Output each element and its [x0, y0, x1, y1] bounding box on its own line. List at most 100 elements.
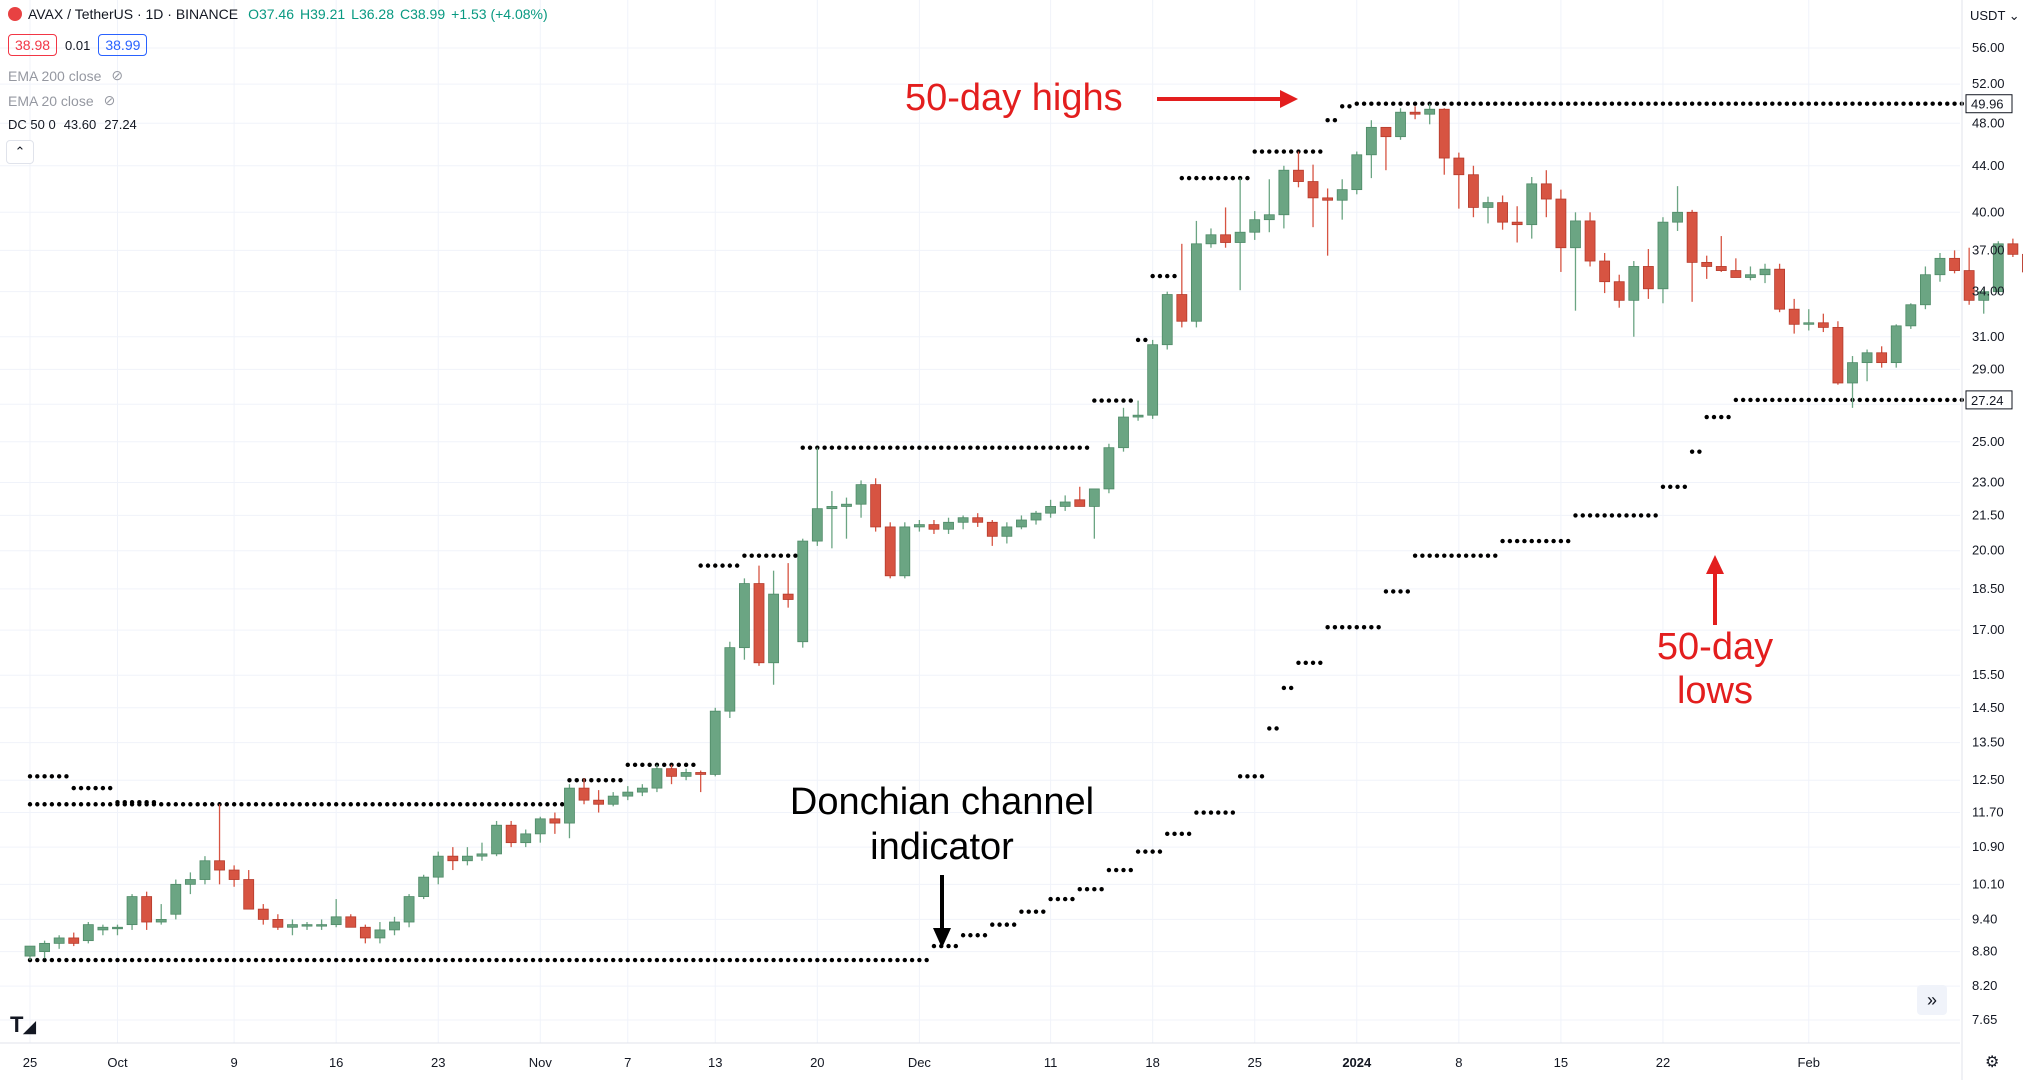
candle-body	[1920, 274, 1931, 306]
currency-selector[interactable]: USDT ⌄	[1970, 8, 2020, 23]
donchian-upper-dot	[151, 800, 157, 805]
candle-body	[1774, 268, 1785, 310]
candle-up	[418, 874, 430, 900]
candle-body	[39, 942, 50, 953]
time-axis[interactable]: 25 Oct 9 16 23 Nov 7 13 20 Dec 11 18 25 2024 8 15 22 Feb	[0, 1042, 1960, 1070]
donchian-lower-dot	[1770, 397, 1775, 403]
donchian-lower-dot	[326, 957, 332, 963]
candle-up	[1978, 288, 1990, 314]
candle-down	[359, 924, 371, 944]
candle-up	[1045, 499, 1056, 518]
eye-hidden-icon[interactable]: ⊘	[111, 67, 124, 83]
donchian-lower-dot	[487, 957, 492, 963]
donchian-lower-dot	[1660, 484, 1666, 489]
donchian-upper-dot	[1179, 175, 1185, 181]
eye-hidden-icon[interactable]: ⊘	[103, 92, 116, 108]
donchian-upper-dot	[1405, 101, 1411, 106]
donchian-lower-dot	[1442, 553, 1447, 558]
candle-body	[1438, 108, 1450, 159]
donchian-upper-dot	[370, 802, 375, 807]
donchian-upper-dot	[406, 802, 412, 807]
ohlc-open: O37.46	[248, 6, 294, 22]
donchian-lower-dot	[1485, 553, 1491, 558]
donchian-lower-dot	[465, 957, 470, 963]
candle-body	[1234, 231, 1246, 243]
candle-body	[1657, 221, 1669, 290]
candle-up	[1351, 151, 1363, 195]
annotation-lows-arrowhead	[1706, 555, 1724, 574]
candle-body	[1482, 202, 1494, 208]
candle-body	[1890, 325, 1902, 364]
candle-up	[520, 829, 532, 848]
ema200-legend[interactable]: EMA 200 close ⊘	[8, 67, 123, 84]
donchian-lower-dot	[596, 957, 601, 963]
donchian-upper-dot	[1704, 101, 1709, 106]
symbol-legend[interactable]: AVAX / TetherUS · 1D · BINANCE O37.46 H3…	[8, 6, 548, 22]
donchian-lower-dot	[873, 957, 878, 963]
dc-legend[interactable]: DC 50 0 43.60 27.24	[8, 117, 137, 132]
donchian-lower-dot	[1318, 660, 1323, 665]
donchian-lower-dot	[1493, 553, 1498, 558]
donchian-upper-dot	[1937, 101, 1943, 106]
donchian-upper-dot	[144, 800, 149, 805]
donchian-upper-dot	[78, 802, 84, 807]
candle-down	[1715, 236, 1727, 272]
dc-upper-price-label-box	[1965, 94, 2013, 114]
candle-body	[768, 593, 779, 664]
sell-price-button[interactable]: 38.98	[8, 34, 58, 56]
donchian-upper-dot	[399, 802, 404, 807]
scroll-to-realtime-button[interactable]: »	[1917, 985, 1947, 1015]
donchian-upper-dot	[71, 785, 76, 791]
gear-icon[interactable]: ⚙	[1985, 1054, 2000, 1071]
candle-up	[1016, 515, 1027, 530]
candle-body	[1409, 111, 1421, 115]
donchian-lower-dot	[1281, 685, 1287, 691]
price-axis[interactable]: 56.00 52.00 48.00 44.00 40.00 37.00 34.00 31.00…	[1961, 0, 2013, 1080]
buy-price-button[interactable]: 38.99	[98, 34, 148, 56]
candle-down	[272, 914, 284, 930]
candle-down	[1322, 188, 1334, 256]
donchian-upper-dot	[501, 802, 507, 807]
candle-up	[39, 940, 50, 959]
donchian-upper-dot	[1398, 101, 1403, 106]
donchian-upper-dot	[436, 802, 441, 807]
ema20-legend[interactable]: EMA 20 close ⊘	[8, 92, 115, 109]
candle-body	[491, 824, 502, 855]
donchian-upper-dot	[1945, 101, 1950, 106]
donchian-upper-dot	[122, 800, 127, 805]
donchian-upper-dot	[1646, 101, 1651, 106]
candle-up	[199, 856, 211, 885]
donchian-lower-dot	[1405, 589, 1411, 594]
price-tick-label: 14.50	[1972, 700, 2005, 715]
candle-body	[1395, 111, 1406, 138]
candle-down	[870, 478, 882, 532]
candle-up	[330, 899, 342, 928]
candle-down	[1701, 255, 1713, 279]
donchian-upper-dot	[1449, 101, 1454, 106]
dc-upper-price-label: 49.96	[1965, 94, 2013, 114]
ohlc-close: C38.99	[399, 6, 446, 22]
donchian-upper-dot	[1325, 118, 1330, 123]
candle-down	[928, 519, 940, 534]
donchian-lower-dot	[1274, 726, 1279, 731]
collapse-legend-button[interactable]: ⌃	[6, 140, 34, 164]
donchian-upper-dot	[720, 563, 725, 568]
symbol-title[interactable]: AVAX / TetherUS · 1D · BINANCE	[28, 6, 239, 22]
donchian-lower-dot	[990, 922, 995, 927]
candle-body	[913, 524, 925, 528]
donchian-upper-dot	[931, 445, 937, 450]
donchian-lower-dot	[1821, 397, 1826, 403]
donchian-lower-dot	[93, 957, 98, 963]
time-tick-label: 13	[708, 1055, 722, 1070]
donchian-upper-dot	[1514, 101, 1520, 106]
candle-up	[913, 519, 925, 532]
donchian-upper-dot	[42, 774, 47, 779]
candle-body	[1132, 414, 1144, 418]
tradingview-logo-icon[interactable]: T◢	[10, 1012, 36, 1037]
ema20-label: EMA 20 close	[8, 92, 94, 109]
candle-up	[622, 786, 634, 801]
annotation-channel-line1: Donchian channel	[790, 781, 1094, 823]
candle-body	[1949, 257, 1960, 271]
donchian-lower-dot	[1835, 397, 1841, 403]
